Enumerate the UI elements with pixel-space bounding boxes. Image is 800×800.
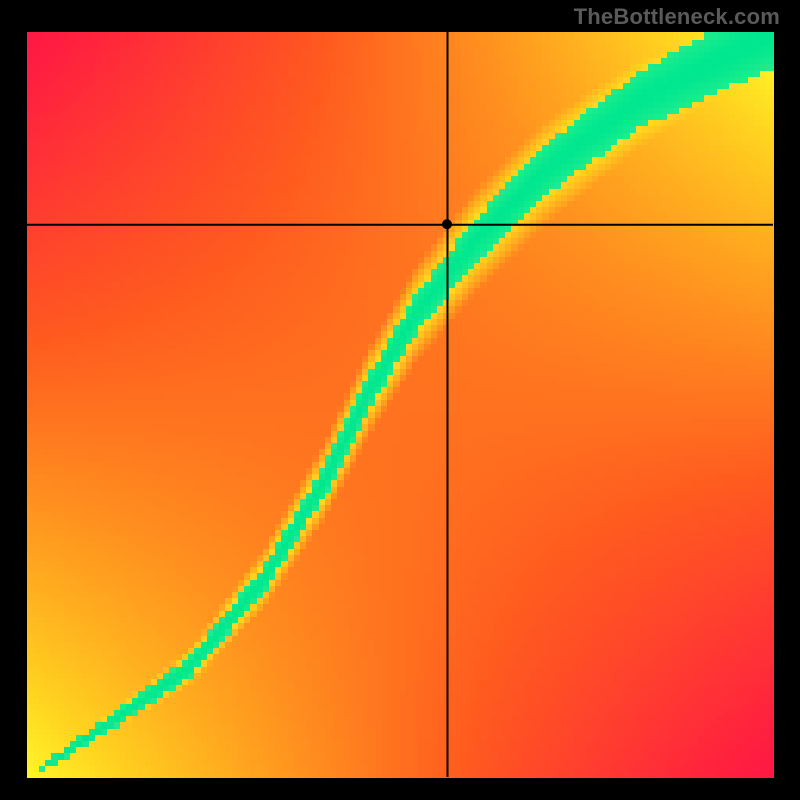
bottleneck-heatmap [0, 0, 800, 800]
chart-container: TheBottleneck.com [0, 0, 800, 800]
watermark-text: TheBottleneck.com [574, 4, 780, 30]
